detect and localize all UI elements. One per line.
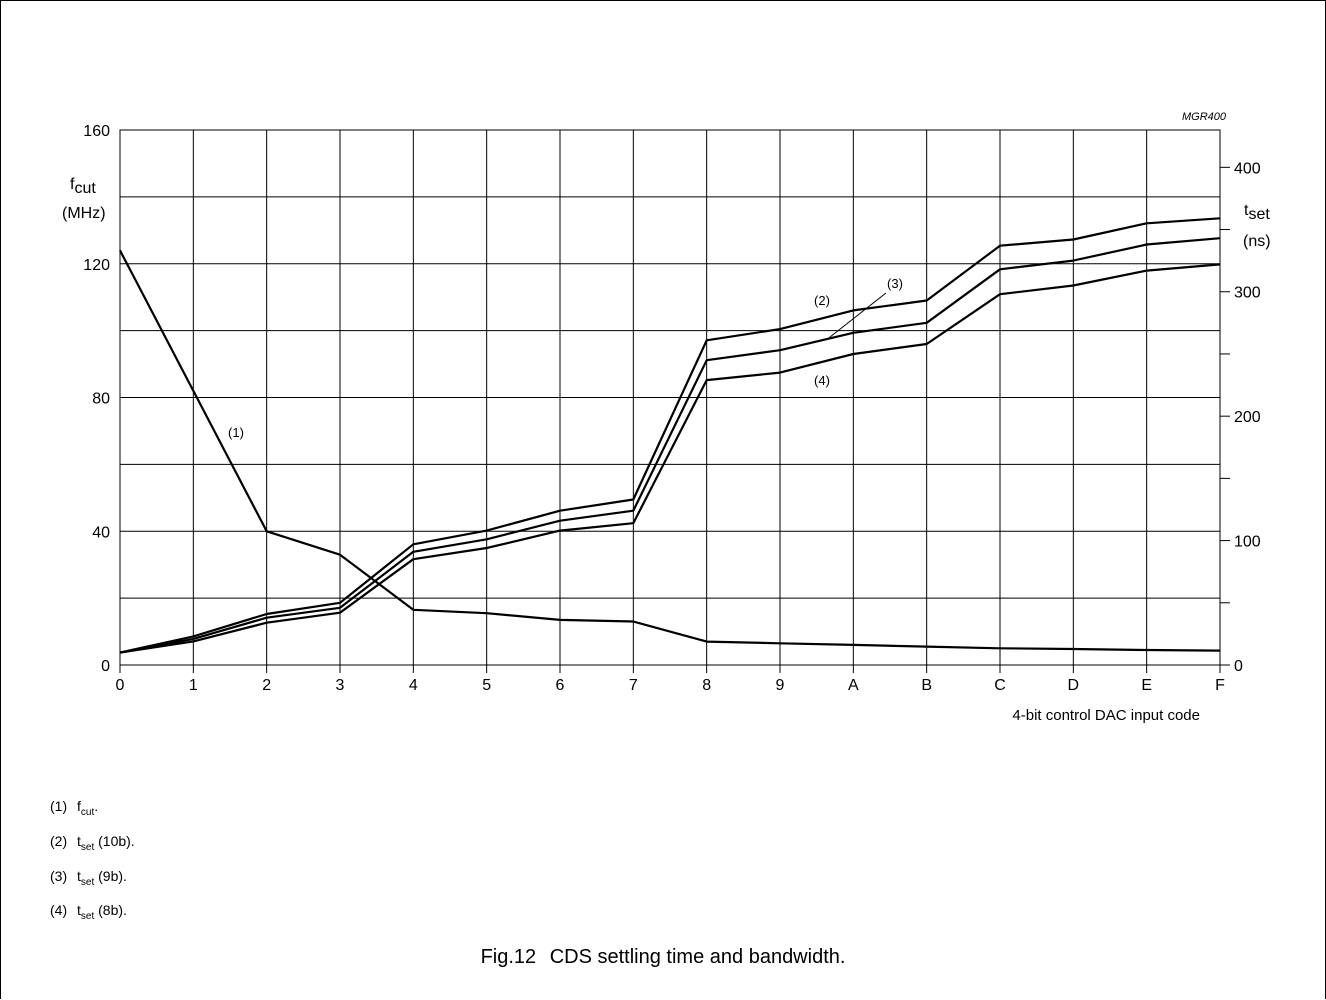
x-axis-tick-label: B (921, 677, 932, 694)
x-axis-title: 4-bit control DAC input code (1012, 707, 1200, 724)
right-axis-tick-label: 300 (1234, 285, 1261, 302)
series-lines (119, 217, 1221, 654)
right-axis-tick-label: 0 (1234, 658, 1243, 675)
x-axis-tick-label: 4 (409, 677, 418, 694)
x-axis-tick-label: 6 (556, 677, 565, 694)
x-axis-tick-label: E (1141, 677, 1152, 694)
note-text: (9b). (94, 867, 127, 884)
right-axis-title-sub: set (1248, 206, 1270, 223)
series-line (119, 217, 1221, 654)
notes-list: (1) fcut. (2) tset (10b). (3) tset (9b). (4… (50, 792, 135, 931)
note-text: (8b). (94, 902, 127, 919)
x-axis-tick-label: 9 (776, 677, 785, 694)
note-symbol: t (77, 867, 81, 884)
x-axis-tick-label: 2 (262, 677, 271, 694)
series-line (119, 237, 1221, 654)
right-axis-title: tset (1244, 202, 1270, 223)
note-number: (1) (50, 798, 68, 814)
series-annotation: (3) (887, 276, 903, 291)
note-subscript: set (80, 841, 95, 853)
series-line (119, 249, 1221, 652)
note-number: (2) (50, 832, 68, 849)
left-axis-title-sub: cut (74, 180, 96, 197)
note-subscript: set (80, 911, 95, 923)
note-item: (1) fcut. (50, 792, 135, 827)
left-axis-tick-label: 80 (92, 391, 110, 408)
x-axis-tick-label: 7 (629, 677, 638, 694)
plot-frame (119, 129, 1221, 666)
note-symbol: t (77, 832, 81, 849)
figure-number: Fig.12 (480, 946, 537, 968)
right-axis-unit: (ns) (1243, 233, 1271, 250)
left-axis-tick-label: 40 (92, 524, 110, 541)
note-item: (3) tset (9b). (50, 862, 135, 897)
annotation-leader (827, 292, 887, 340)
note-text: (10b). (94, 832, 135, 849)
note-number: (4) (50, 902, 68, 919)
note-item: (4) tset (8b). (50, 896, 135, 931)
caption-text: CDS settling time and bandwidth. (549, 946, 846, 968)
series-annotation: (2) (814, 293, 830, 308)
left-axis-unit: (MHz) (62, 205, 106, 222)
chart-labels: 0 40 80 120 160 0 100 200 300 400 0 1 2 3 4 5 6 7 8 9 A B C D E F… (62, 111, 1271, 724)
grid (119, 129, 1221, 666)
figure-caption: Fig.12 CDS settling time and bandwidth. (0, 946, 1326, 969)
x-axis-tick-label: 0 (116, 677, 125, 694)
note-symbol: f (77, 798, 81, 814)
note-subscript: cut (80, 806, 95, 818)
x-axis-tick-label: C (994, 677, 1006, 694)
series-annotation: (1) (228, 425, 244, 440)
left-axis-tick-label: 0 (101, 658, 110, 675)
right-axis-tick-label: 400 (1234, 160, 1261, 177)
note-subscript: set (80, 876, 95, 888)
series-annotation: (4) (814, 373, 830, 388)
note-item: (2) tset (10b). (50, 827, 135, 862)
x-axis-tick-label: 8 (702, 677, 711, 694)
note-text: . (94, 798, 99, 814)
series-line (119, 263, 1221, 654)
x-axis-tick-label: F (1215, 677, 1225, 694)
x-axis-tick-label: 3 (336, 677, 345, 694)
x-axis-tick-label: A (848, 677, 859, 694)
right-axis-tick-label: 200 (1234, 409, 1261, 426)
x-axis-tick-label: 5 (482, 677, 491, 694)
note-number: (3) (50, 867, 68, 884)
left-axis-title: fcut (70, 176, 96, 197)
note-symbol: t (77, 902, 81, 919)
x-axis-tick-label: D (1068, 677, 1080, 694)
x-axis-tick-label: 1 (189, 677, 198, 694)
right-axis-tick-label: 100 (1234, 534, 1261, 551)
left-axis-tick-label: 120 (83, 257, 110, 274)
left-axis-tick-label: 160 (83, 123, 110, 140)
axes (119, 129, 1230, 673)
figure-code: MGR400 (1182, 111, 1227, 123)
